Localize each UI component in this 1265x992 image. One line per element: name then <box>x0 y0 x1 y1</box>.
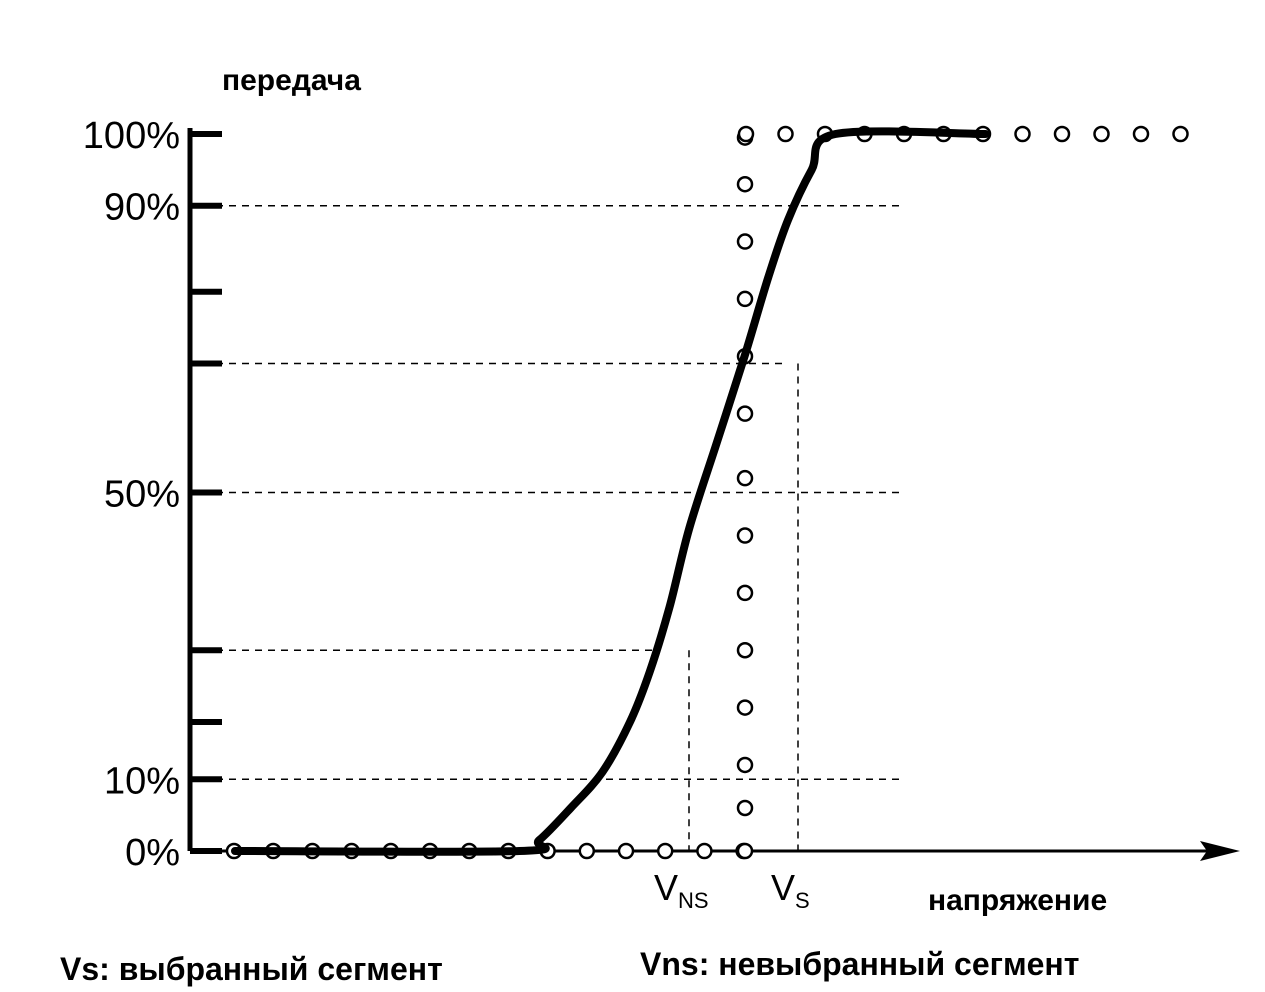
trace-1-point-4 <box>736 641 754 659</box>
trace-1-point-7 <box>736 469 754 487</box>
axes <box>187 128 1240 861</box>
trace-0-point-12 <box>696 842 713 860</box>
x-axis-arrow-icon <box>1200 841 1240 861</box>
trace-0-point-9 <box>578 842 596 860</box>
trace-2-point-0 <box>737 125 755 143</box>
trace-2-point-8 <box>1053 125 1071 143</box>
trace-0-point-10 <box>617 842 635 860</box>
trace-1-point-1 <box>736 799 754 817</box>
x-axis-label: напряжение <box>928 884 1107 917</box>
voltage-markers: VNS VS <box>654 363 810 913</box>
trace-1-point-6 <box>736 527 754 544</box>
trace-2-point-7 <box>1014 125 1031 143</box>
y-ticks: 100% 90% 50% 10% 0% <box>83 115 222 874</box>
marker-label-1: VS <box>771 867 810 913</box>
transmission-curve <box>231 127 990 856</box>
trace-2-point-9 <box>1093 125 1110 143</box>
y-tick-label-4: 0% <box>125 832 180 874</box>
trace-2-point-1 <box>777 125 794 143</box>
trace-1-point-0 <box>736 842 754 860</box>
trace-1-point-12 <box>736 175 754 193</box>
trace-2-point-10 <box>1132 125 1150 143</box>
reference-lines <box>190 204 900 781</box>
trace-1-point-8 <box>736 405 754 422</box>
trace-1-point-2 <box>736 756 754 774</box>
caption-vns: Vns: невыбранный сегмент <box>640 946 1079 982</box>
y-tick-label-1: 90% <box>104 187 180 229</box>
trace-1-point-11 <box>736 233 754 250</box>
caption-vs: Vs: выбранный сегмент <box>60 951 443 987</box>
y-tick-label-0: 100% <box>83 115 180 157</box>
dotted-traces <box>225 125 1189 860</box>
y-axis-label: передача <box>222 64 361 97</box>
marker-label-0: VNS <box>654 867 709 913</box>
trace-1-point-5 <box>736 584 754 602</box>
trace-1-point-3 <box>736 699 754 716</box>
trace-2-point-11 <box>1172 125 1189 143</box>
trace-1-point-10 <box>736 290 754 308</box>
y-tick-label-3: 10% <box>104 760 180 802</box>
y-tick-label-2: 50% <box>104 474 180 516</box>
trace-0-point-11 <box>656 842 674 860</box>
